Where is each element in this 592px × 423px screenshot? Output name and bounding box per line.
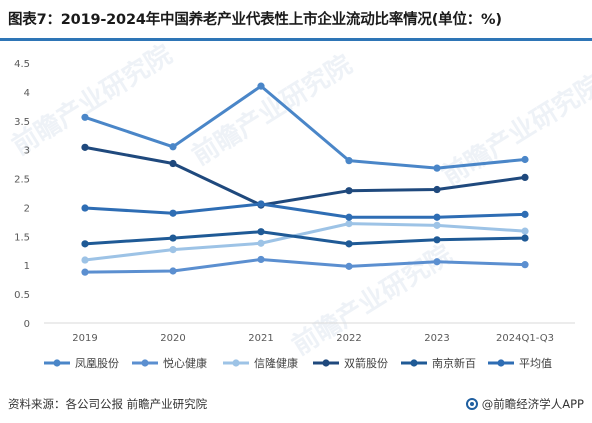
y-tick-label: 3: [24, 146, 30, 157]
data-point: [169, 143, 177, 151]
data-point: [521, 155, 529, 164]
data-point: [521, 234, 529, 242]
data-point: [169, 159, 177, 168]
data-point: [257, 255, 265, 264]
x-tick-label: 2020: [160, 333, 185, 344]
data-point: [345, 157, 353, 165]
y-tick-label: 0.5: [14, 290, 30, 301]
data-point: [81, 113, 89, 121]
line-chart: 0 0.5 1 1.5 2 2.5 3 3.5 4 4.5 2019 2020 2021 2022 202…: [14, 59, 575, 370]
data-point: [433, 221, 441, 229]
x-tick-label: 2019: [72, 333, 97, 344]
series-line-2: [83, 257, 527, 274]
series-points: [81, 82, 529, 276]
data-point: [345, 262, 353, 270]
source-note: 资料来源：各公司公报 前瞻产业研究院: [8, 397, 208, 411]
legend-label: 凤凰股份: [75, 357, 119, 370]
data-point: [169, 209, 177, 217]
data-point: [521, 210, 529, 218]
data-point: [521, 173, 529, 181]
data-point: [81, 240, 89, 248]
data-point: [345, 240, 353, 248]
data-point: [81, 204, 89, 212]
legend-swatch-marker: [141, 359, 149, 367]
legend-swatch-marker: [322, 359, 330, 367]
legend-label: 信隆健康: [254, 356, 298, 370]
legend-label: 悦心健康: [163, 356, 207, 370]
data-point: [169, 267, 177, 275]
data-point: [345, 213, 353, 221]
series-line-5: [83, 230, 527, 246]
data-point: [521, 261, 529, 269]
legend-label: 平均值: [519, 357, 552, 370]
x-tick-labels: 2019 2020 2021 2022 2023 2024Q1-Q3: [72, 333, 554, 344]
series-line-4: [83, 145, 527, 207]
data-point: [433, 164, 441, 172]
series-line-1: [83, 84, 527, 170]
legend-swatch-marker: [410, 359, 418, 367]
brand-label: @前瞻经济学人APP: [481, 397, 584, 411]
data-point: [345, 187, 353, 195]
y-tick-label: 4: [24, 88, 30, 99]
series-line-3: [83, 222, 527, 262]
data-point: [257, 200, 265, 208]
legend-swatch-marker: [232, 359, 240, 367]
data-point: [257, 239, 265, 247]
data-point: [257, 82, 265, 90]
legend-label: 双箭股份: [344, 356, 388, 370]
y-tick-labels: 0 0.5 1 1.5 2 2.5 3 3.5 4 4.5: [14, 59, 30, 330]
y-tick-label: 2.5: [14, 175, 30, 186]
legend-swatch-marker: [497, 359, 505, 367]
title-rule: [0, 38, 592, 41]
qianzhan-logo-icon: [465, 398, 478, 410]
data-point: [169, 246, 177, 254]
data-point: [81, 143, 89, 151]
x-tick-label: 2021: [248, 333, 273, 344]
data-point: [433, 258, 441, 266]
data-point: [433, 213, 441, 221]
legend-label: 南京新百: [432, 356, 476, 370]
data-point: [257, 228, 265, 236]
y-tick-label: 4.5: [14, 59, 30, 70]
x-tick-label: 2022: [336, 333, 361, 344]
data-point: [169, 234, 177, 242]
data-point: [433, 236, 441, 244]
y-tick-label: 3.5: [14, 117, 30, 128]
chart-title: 图表7：2019-2024年中国养老产业代表性上市企业流动比率情况(单位：%): [8, 12, 502, 28]
brand-credit: @前瞻经济学人APP: [465, 396, 584, 412]
legend-swatch-marker: [53, 359, 61, 367]
data-point: [81, 256, 89, 264]
y-tick-label: 1.5: [14, 232, 30, 243]
y-tick-label: 0: [24, 319, 30, 330]
data-point: [521, 227, 529, 235]
series-line-6: [83, 202, 527, 219]
series-lines: [83, 84, 527, 274]
data-point: [433, 185, 441, 194]
data-point: [345, 220, 353, 228]
legend: 凤凰股份 悦心健康 信隆健康 双箭股份 南京新百 平均值: [44, 356, 552, 370]
y-tick-label: 2: [24, 203, 30, 214]
x-tick-label: 2023: [424, 333, 449, 344]
data-point: [81, 268, 89, 276]
x-tick-label: 2024Q1-Q3: [496, 333, 554, 344]
y-tick-label: 1: [24, 261, 30, 272]
